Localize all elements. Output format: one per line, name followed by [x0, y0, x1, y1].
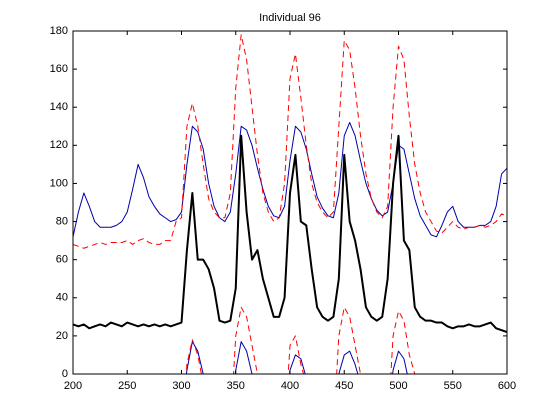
y-tick-label: 80 — [56, 215, 68, 227]
series-line — [185, 306, 416, 374]
x-tick-label: 400 — [281, 380, 299, 392]
y-tick-label: 100 — [50, 177, 68, 189]
x-tick-label: 300 — [172, 380, 190, 392]
y-tick-label: 140 — [50, 101, 68, 113]
y-tick-label: 180 — [50, 25, 68, 37]
series-line — [73, 134, 507, 334]
y-tick-label: 20 — [56, 330, 68, 342]
x-tick-label: 550 — [444, 380, 462, 392]
x-tick-label: 600 — [498, 380, 516, 392]
x-tick-label: 250 — [118, 380, 136, 392]
y-tick-label: 40 — [56, 292, 68, 304]
series-line — [73, 34, 507, 249]
y-tick-label: 60 — [56, 254, 68, 266]
x-tick-label: 350 — [227, 380, 245, 392]
y-tick-label: 0 — [62, 368, 68, 380]
x-tick-label: 450 — [335, 380, 353, 392]
chart-title: Individual 96 — [259, 12, 321, 24]
x-tick-label: 500 — [389, 380, 407, 392]
x-tick-label: 200 — [64, 380, 82, 392]
series-line — [73, 121, 507, 238]
y-tick-label: 160 — [50, 63, 68, 75]
y-tick-label: 120 — [50, 139, 68, 151]
